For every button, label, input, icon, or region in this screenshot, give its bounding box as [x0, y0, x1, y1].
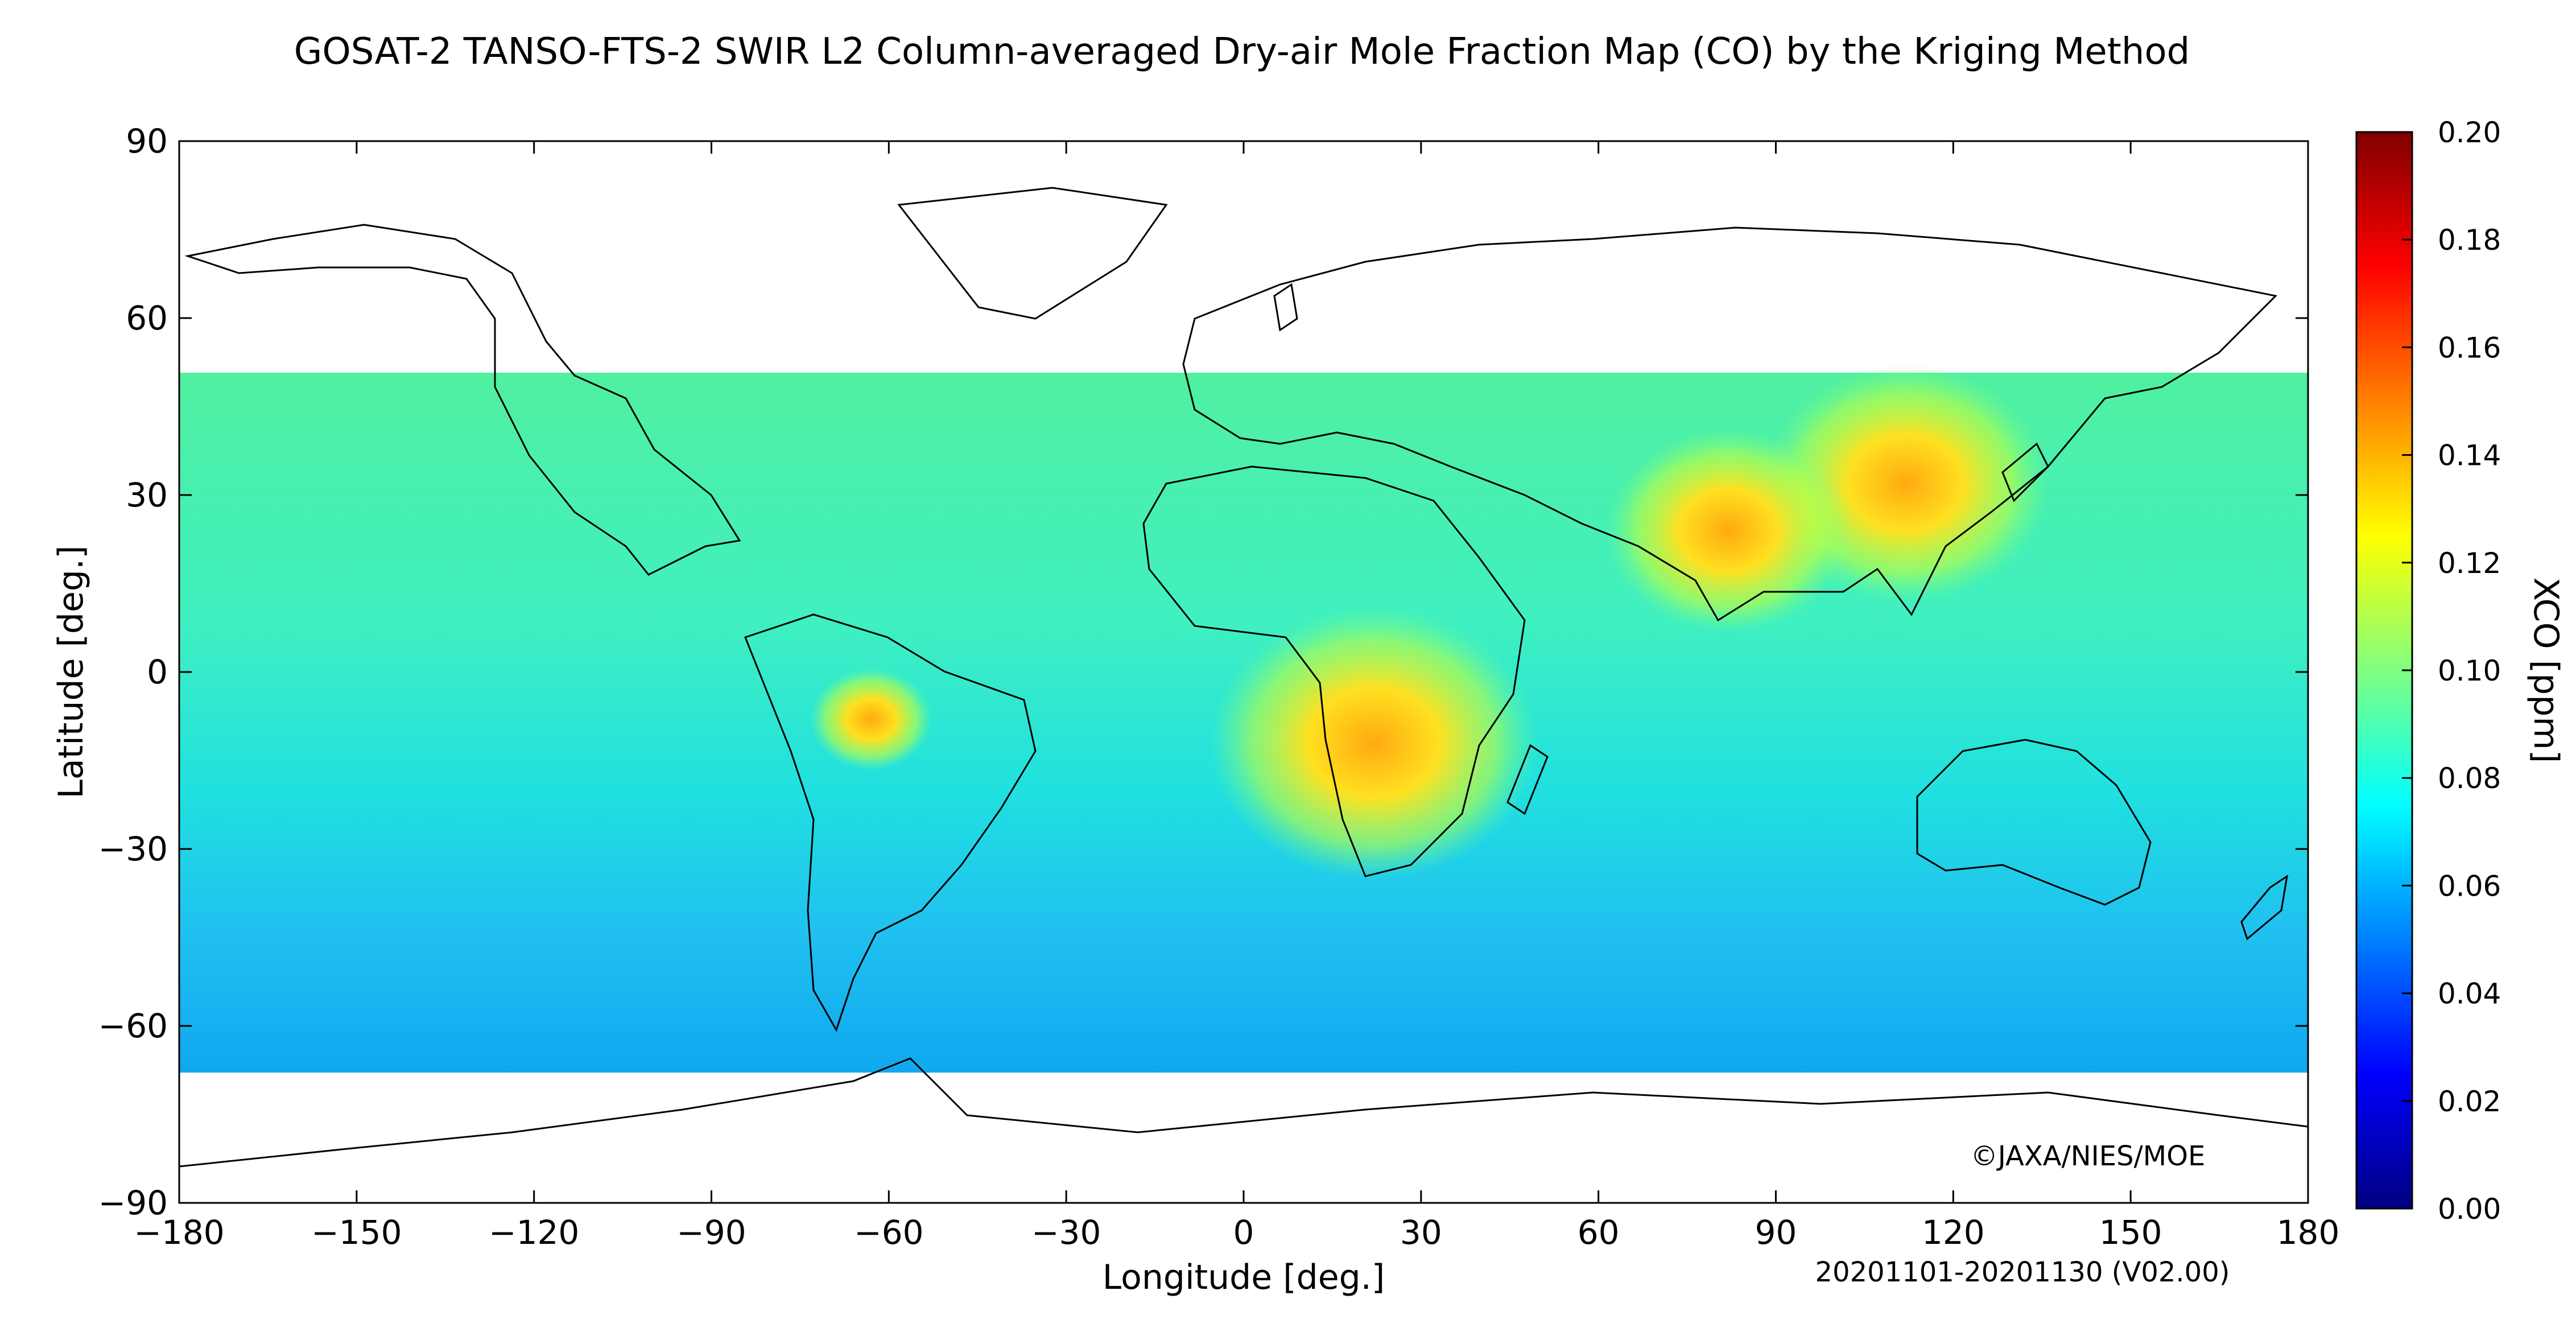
colorbar-tick-label: 0.02 [2438, 1085, 2501, 1118]
x-tick-label: −180 [134, 1213, 224, 1252]
x-tick-label: −60 [854, 1213, 923, 1252]
y-axis-label: Latitude [deg.] [51, 546, 91, 799]
x-tick-label: −30 [1031, 1213, 1101, 1252]
colorbar-tick-label: 0.06 [2438, 869, 2501, 902]
x-axis-label: Longitude [deg.] [1103, 1258, 1385, 1297]
colorbar-tick-label: 0.10 [2438, 654, 2501, 687]
colorbar-tick-label: 0.08 [2438, 762, 2501, 795]
hotspot-layer [810, 364, 2050, 880]
map-title: GOSAT-2 TANSO-FTS-2 SWIR L2 Column-avera… [294, 31, 2190, 73]
x-axis: −180 −150 −120 −90 −60 −30 0 30 60 90 120 150 180 [134, 141, 2339, 1252]
x-tick-label: 180 [2277, 1213, 2340, 1252]
colorbar-tick-label: 0.00 [2438, 1193, 2501, 1226]
x-tick-label: −150 [311, 1213, 402, 1252]
period-text: 20201101-20201130 (V02.00) [1815, 1256, 2230, 1288]
colorbar-ticks: 0.00 0.02 0.04 0.06 0.08 0.10 0.12 0.14 0.16 0.18… [2402, 116, 2501, 1226]
x-tick-label: −90 [676, 1213, 746, 1252]
x-tick-label: −120 [489, 1213, 579, 1252]
colorbar-tick-label: 0.16 [2438, 331, 2501, 364]
hotspot [1209, 606, 1538, 880]
y-tick-label: 90 [126, 122, 168, 160]
y-tick-label: 60 [126, 299, 168, 337]
colorbar-tick-label: 0.20 [2438, 116, 2501, 149]
colorbar-label: XCO [ppm] [2526, 578, 2566, 763]
y-tick-label: −60 [98, 1007, 168, 1045]
copyright-text: ©JAXA/NIES/MOE [1971, 1140, 2206, 1172]
x-tick-label: 0 [1233, 1213, 1254, 1252]
y-tick-label: 30 [126, 476, 168, 514]
colorbar-tick-label: 0.04 [2438, 978, 2501, 1011]
x-tick-label: 150 [2099, 1213, 2162, 1252]
x-tick-label: 90 [1755, 1213, 1797, 1252]
hotspot [1605, 428, 1852, 633]
x-tick-label: 30 [1400, 1213, 1442, 1252]
y-tick-label: −30 [98, 830, 168, 868]
coastlines [179, 187, 2308, 1168]
hotspot [810, 667, 933, 770]
colorbar-tick-label: 0.18 [2438, 224, 2501, 257]
x-tick-label: 120 [1922, 1213, 1985, 1252]
colorbar-tick-label: 0.12 [2438, 547, 2501, 580]
y-tick-label: 0 [147, 653, 168, 691]
x-tick-label: 60 [1578, 1213, 1620, 1252]
colorbar-tick-label: 0.14 [2438, 439, 2501, 472]
y-axis: −90 −60 −30 0 30 60 90 [98, 122, 2308, 1222]
plot-area [179, 141, 2308, 1203]
y-tick-label: −90 [98, 1184, 168, 1222]
